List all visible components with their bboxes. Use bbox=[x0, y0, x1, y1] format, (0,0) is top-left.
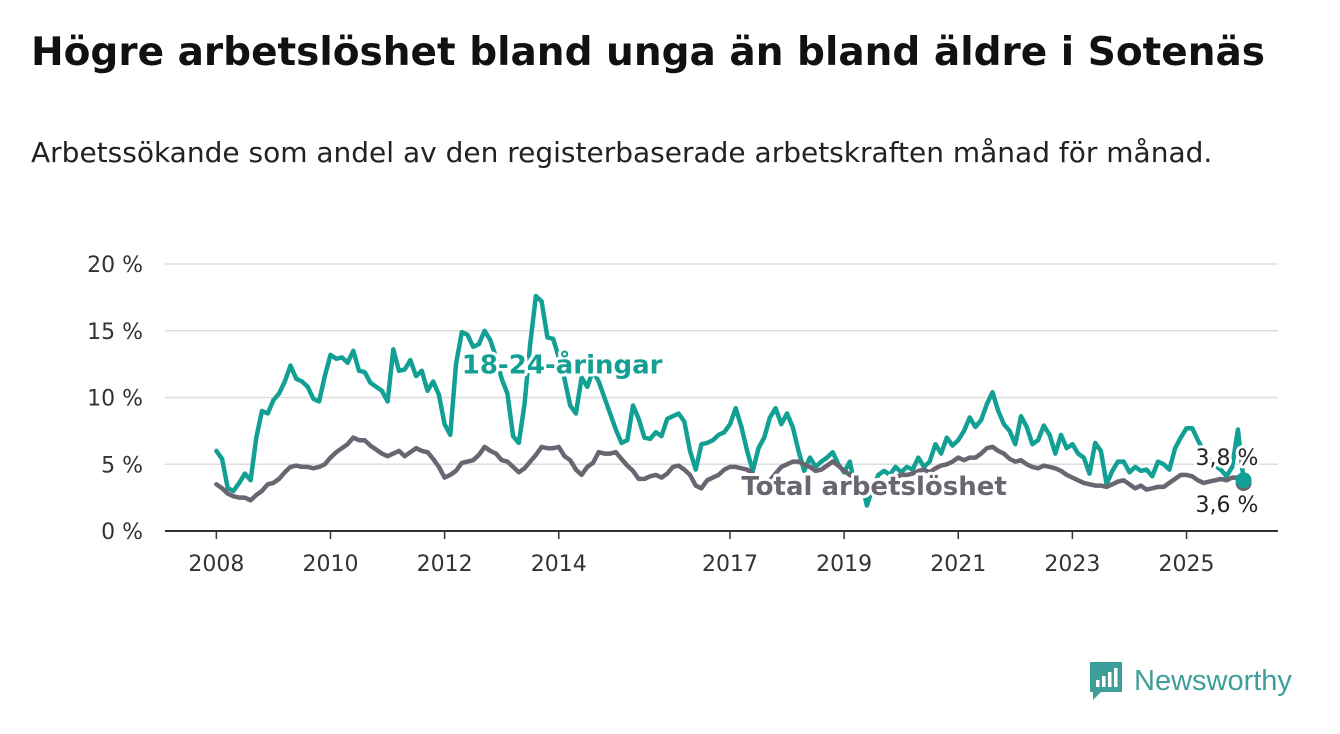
grid-lines bbox=[165, 263, 1278, 532]
x-tick-label: 2025 bbox=[1159, 552, 1215, 577]
x-tick-label: 2019 bbox=[816, 552, 872, 577]
bar-chart-bubble-icon bbox=[1090, 662, 1122, 700]
total-series-line bbox=[214, 435, 1246, 503]
brand-name: Newsworthy bbox=[1134, 664, 1292, 697]
series-labels: 18-24-åringar Total arbetslöshet 3,8 % 3,6 … bbox=[459, 345, 1262, 521]
end-label-youth: 3,8 % bbox=[1196, 446, 1259, 471]
x-tick-label: 2021 bbox=[930, 552, 986, 577]
x-tick-label: 2008 bbox=[188, 552, 244, 577]
series-label-youth: 18-24-åringar bbox=[462, 348, 663, 380]
y-tick-label: 5 % bbox=[101, 453, 143, 478]
x-tick-label: 2023 bbox=[1044, 552, 1100, 577]
y-tick-label: 10 % bbox=[87, 387, 143, 412]
x-tick-label: 2017 bbox=[702, 552, 758, 577]
chart-title: Högre arbetslöshet bland unga än bland ä… bbox=[31, 30, 1266, 75]
end-label-total: 3,6 % bbox=[1196, 493, 1259, 518]
youth-series-line bbox=[214, 293, 1246, 508]
chart-subtitle: Arbetssökande som andel av den registerb… bbox=[31, 136, 1213, 169]
series-lines bbox=[214, 293, 1252, 508]
x-tick-label: 2014 bbox=[531, 552, 587, 577]
newsworthy-logo: Newsworthy bbox=[1088, 660, 1292, 702]
y-tick-label: 15 % bbox=[87, 320, 143, 345]
y-tick-label: 0 % bbox=[101, 520, 143, 545]
y-axis-ticks: 0 % 5 % 10 % 15 % 20 % bbox=[87, 253, 143, 545]
x-tick-label: 2012 bbox=[417, 552, 473, 577]
x-tick-label: 2010 bbox=[302, 552, 358, 577]
y-tick-label: 20 % bbox=[87, 253, 143, 278]
series-end-point bbox=[1235, 472, 1252, 489]
series-label-total: Total arbetslöshet bbox=[741, 472, 1006, 502]
x-axis-ticks: 2008 2010 2012 2014 2017 2019 2021 2023 2025 bbox=[188, 531, 1215, 577]
